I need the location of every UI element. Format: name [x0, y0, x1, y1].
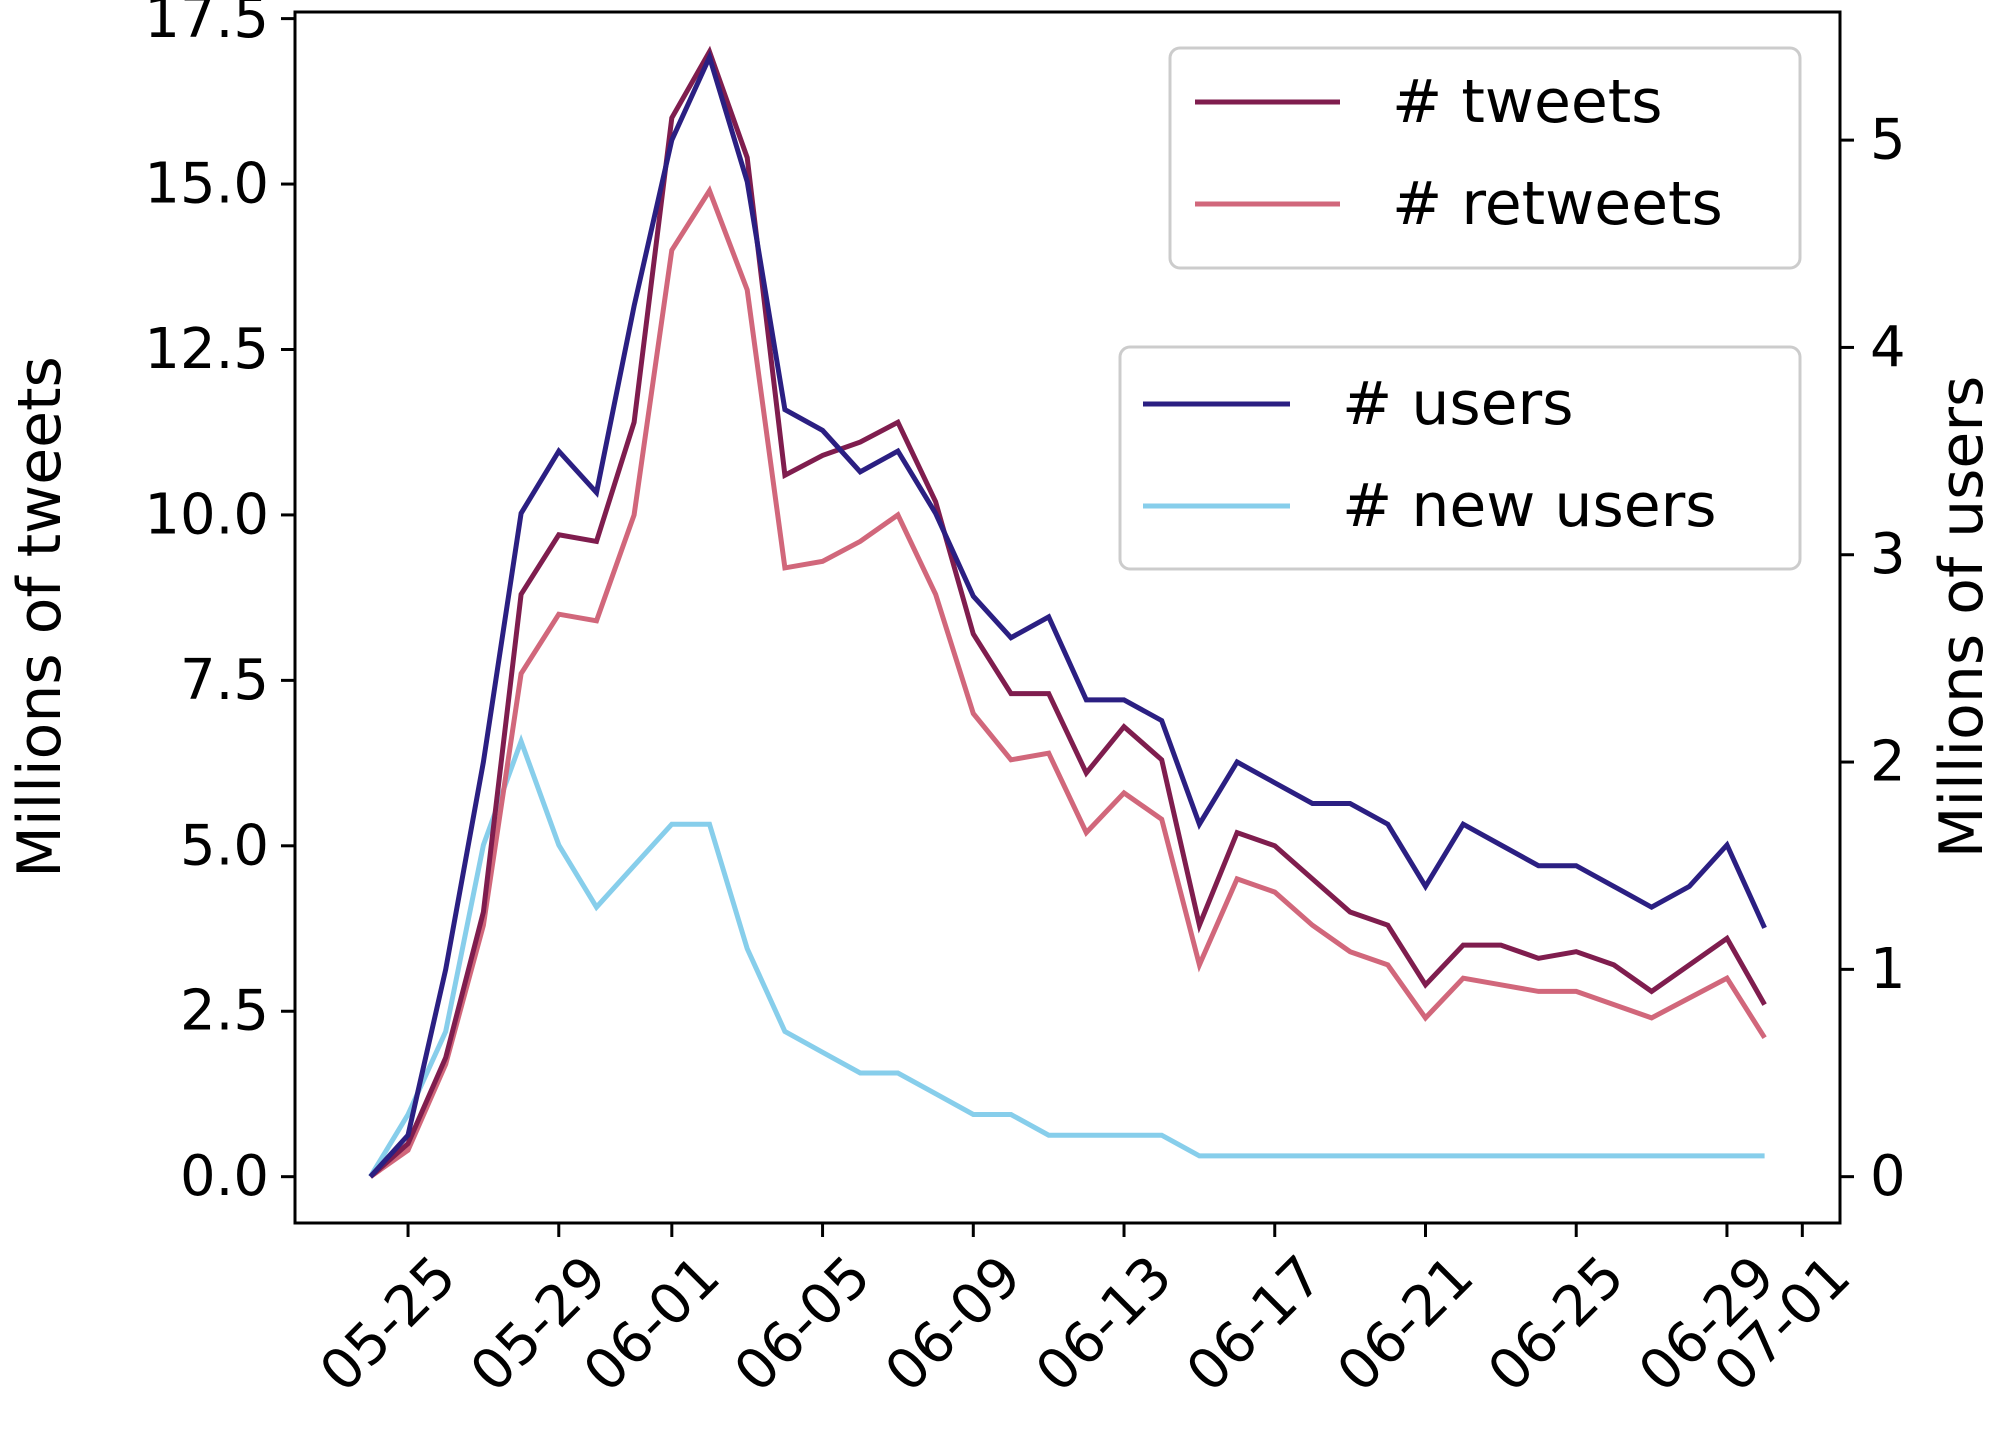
plot-frame — [293, 10, 1842, 1225]
y-axis-title-right: Millions of users — [1927, 376, 1997, 859]
y-tick-label: 7.5 — [180, 648, 269, 713]
y-tick-label: 17.5 — [144, 0, 269, 51]
y-tick-label: 2.5 — [180, 979, 269, 1044]
series-line-new-users — [368, 733, 1765, 1178]
y2-tick-label: 0 — [1870, 1144, 1906, 1209]
y2-tick-label: 4 — [1870, 315, 1906, 380]
y-tick-label: 5.0 — [180, 813, 269, 878]
series-line-tweets — [368, 45, 1767, 1179]
legend-users: # users # new users — [1118, 345, 1802, 571]
series-line-users — [368, 50, 1767, 1179]
y-tick-label: 10.0 — [144, 482, 269, 547]
y2-tick-label: 1 — [1870, 937, 1906, 1002]
legend-tweets: # tweets # retweets — [1168, 46, 1802, 270]
legend-label-users: # users — [1342, 369, 1573, 439]
y-tick-label: 12.5 — [144, 317, 269, 382]
y-axis-title-left: Millions of tweets — [5, 356, 75, 878]
legend-label-retweets: # retweets — [1392, 169, 1723, 239]
series-layer — [368, 45, 1767, 1179]
y-axis-right: 0 1 2 3 4 5 — [1840, 108, 1906, 1209]
series-line-retweets — [368, 185, 1767, 1179]
y2-tick-label: 2 — [1870, 730, 1906, 795]
y2-tick-label: 5 — [1870, 108, 1906, 173]
y-axis-left: 0.0 2.5 5.0 7.5 10.0 12.5 15.0 17.5 — [144, 0, 295, 1209]
legend-label-new-users: # new users — [1342, 471, 1717, 541]
legend-label-tweets: # tweets — [1392, 67, 1663, 137]
y-tick-label: 0.0 — [180, 1144, 269, 1209]
y-tick-label: 15.0 — [144, 152, 269, 217]
y2-tick-label: 3 — [1870, 522, 1906, 587]
